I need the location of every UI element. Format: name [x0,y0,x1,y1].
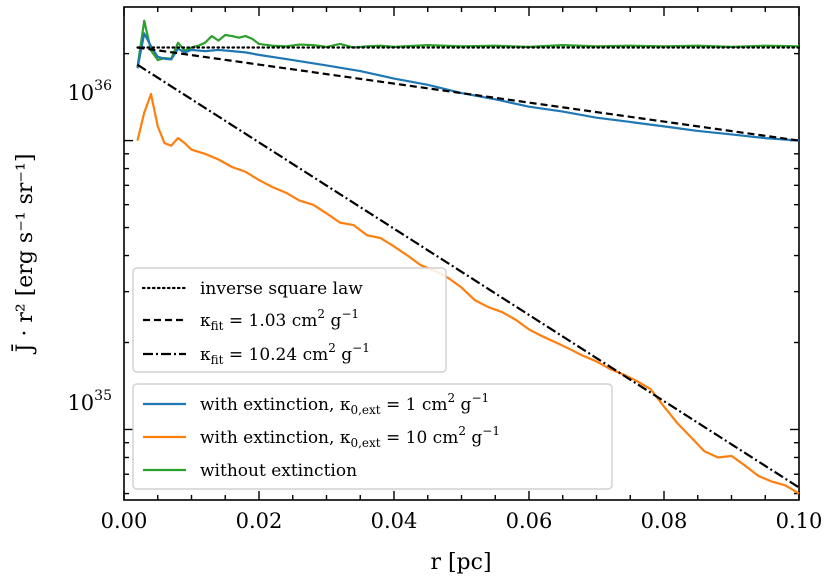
x-tick-label: 0.10 [776,509,823,533]
legend-fits-box [132,267,447,373]
legend-label-inverse-square: inverse square law [200,279,363,299]
x-axis-label: r [pc] [430,550,491,575]
series-fit-10 [136,63,800,489]
legend-label-ext-10: with extinction, κ0,ext = 10 cm2 g−1 [200,424,500,450]
legend-fits: inverse square law κfit = 1.03 cm2 g−1 κ… [132,267,447,373]
x-tick-label: 0.06 [506,509,553,533]
legend-data: with extinction, κ0,ext = 1 cm2 g−1 with… [132,383,613,490]
y-tick-label-1e36: 1036 [67,78,112,105]
legend-label-kappa-fit-1: κfit = 1.03 cm2 g−1 [200,307,359,333]
legend-label-no-ext: without extinction [200,461,357,481]
series-fit-1 [137,46,800,142]
y-tick-label-1e35: 1035 [67,388,112,415]
ticks-layer [123,7,800,500]
x-tick-label: 0.00 [101,509,148,533]
legend-data-box [132,383,613,490]
legend-label-kappa-fit-10: κfit = 10.24 cm2 g−1 [200,341,370,367]
legend-label-ext-1: with extinction, κ0,ext = 1 cm2 g−1 [200,391,489,417]
x-tick-label: 0.08 [641,509,688,533]
x-tick-label: 0.02 [236,509,283,533]
y-axis-label: J̄ · r² [erg s⁻¹ sr⁻¹] [11,154,38,355]
series-no-ext [136,19,800,67]
lines-layer [136,19,801,495]
series-ext-1 [136,32,800,142]
x-tick-label: 0.04 [371,509,418,533]
